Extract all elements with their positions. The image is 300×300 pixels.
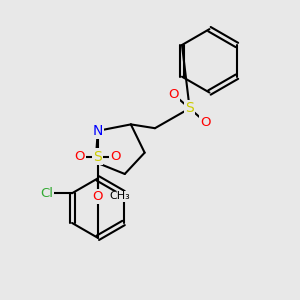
Text: Cl: Cl [40,187,53,200]
Text: S: S [185,101,194,116]
Text: S: S [93,150,102,164]
Text: O: O [93,190,103,203]
Text: O: O [169,88,179,101]
Text: O: O [200,116,211,129]
Text: O: O [110,150,121,163]
Text: O: O [75,150,85,163]
Text: CH₃: CH₃ [110,191,130,201]
Text: N: N [93,124,103,138]
